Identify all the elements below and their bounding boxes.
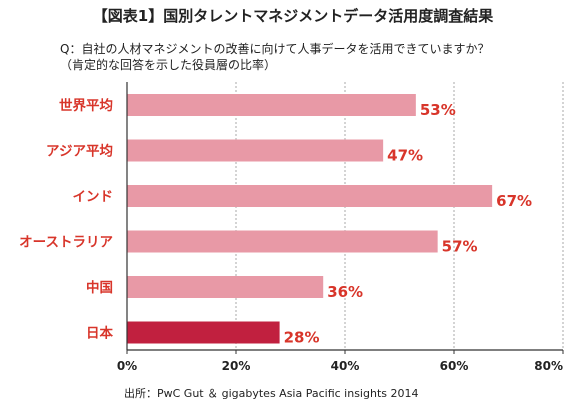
question-text: Q：自社の人材マネジメントの改善に向けて人事データを活用できていますか？ bbox=[60, 42, 490, 56]
grid-lines bbox=[235, 82, 564, 350]
axes: 0% 20% 40% 60% 80% bbox=[117, 82, 564, 373]
x-tick-label: 0% bbox=[117, 359, 137, 373]
x-tick-label: 80% bbox=[534, 359, 563, 373]
category-label: アジア平均 bbox=[46, 143, 113, 160]
value-label: 67% bbox=[496, 192, 532, 210]
category-label: 日本 bbox=[86, 325, 113, 342]
x-tick-label: 20% bbox=[222, 359, 251, 373]
category-label: 世界平均 bbox=[59, 97, 113, 114]
labels: 世界平均 53% アジア平均 47% インド 67% オーストラリア 57% 中国 36% 日本 28… bbox=[19, 97, 532, 347]
chart-title: 【図表1】国別タレントマネジメントデータ活用度調査結果 bbox=[92, 7, 494, 25]
value-label: 47% bbox=[387, 147, 423, 165]
value-label: 28% bbox=[284, 329, 320, 347]
value-label: 36% bbox=[327, 283, 363, 301]
bars bbox=[127, 94, 493, 344]
bar-1 bbox=[127, 139, 384, 162]
value-label: 53% bbox=[420, 101, 456, 119]
bar-5 bbox=[127, 321, 280, 344]
value-label: 57% bbox=[442, 238, 478, 256]
category-label: 中国 bbox=[86, 279, 113, 296]
bar-0 bbox=[127, 94, 416, 116]
bar-3 bbox=[127, 230, 438, 253]
source-note: 出所：PwC Gut ＆ gigabytes Asia Pacific insi… bbox=[124, 387, 419, 400]
bar-2 bbox=[127, 185, 493, 207]
category-label: オーストラリア bbox=[19, 235, 113, 251]
bar-4 bbox=[127, 276, 324, 298]
question-subtext: （肯定的な回答を示した役員層の比率） bbox=[60, 58, 277, 72]
x-tick-label: 40% bbox=[331, 359, 360, 373]
category-label: インド bbox=[73, 189, 114, 205]
x-tick-label: 60% bbox=[440, 359, 469, 373]
